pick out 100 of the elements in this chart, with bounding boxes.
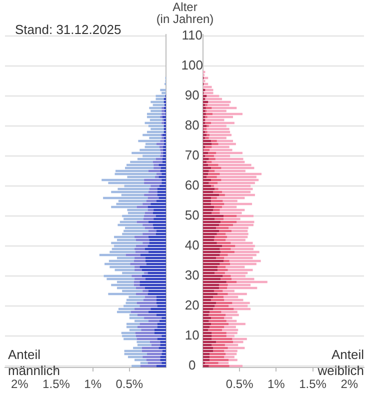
y-tick-label: 70: [184, 148, 200, 163]
bar: [211, 140, 217, 142]
bar: [203, 274, 223, 278]
bar: [206, 128, 230, 130]
bar: [208, 172, 220, 176]
bar: [162, 172, 166, 176]
bar: [148, 292, 166, 296]
bar: [150, 308, 166, 310]
bar: [144, 214, 156, 218]
bar: [220, 250, 234, 254]
bar: [203, 262, 220, 266]
y-tick-label: 40: [184, 238, 200, 253]
x-tick-label: 1%: [268, 377, 286, 392]
x-tick-label: 0.5%: [116, 377, 144, 392]
bar: [148, 206, 166, 208]
bar: [160, 148, 164, 152]
bar: [160, 154, 164, 158]
bar: [136, 340, 150, 344]
bar: [157, 322, 166, 326]
bar: [224, 202, 252, 206]
y-tick-label: 30: [184, 268, 200, 283]
y-tick-label: 10: [184, 328, 200, 343]
bar: [160, 140, 164, 142]
bar: [134, 268, 142, 272]
bar: [160, 358, 166, 362]
bar: [203, 142, 212, 146]
bar: [213, 346, 228, 350]
bar: [163, 154, 166, 158]
bar: [158, 346, 166, 350]
x-tick-label: 2%: [10, 377, 29, 392]
annotation: Stand: 31.12.2025: [15, 22, 122, 38]
bar: [205, 122, 212, 124]
y-tick-label: 0: [188, 358, 196, 373]
bar: [204, 76, 208, 80]
bar: [203, 364, 209, 368]
bar: [149, 238, 166, 242]
x-tick-label: 1.5%: [42, 377, 70, 392]
bar: [206, 106, 212, 110]
bar: [136, 286, 145, 290]
bar: [224, 356, 234, 358]
bar: [211, 166, 222, 170]
bar: [203, 170, 209, 172]
bar: [162, 178, 166, 182]
bar: [213, 190, 222, 194]
bar: [111, 284, 134, 286]
bar: [203, 248, 220, 250]
y-tick-label: 110: [182, 28, 203, 43]
bar: [226, 314, 239, 316]
bar: [203, 338, 212, 340]
bar: [218, 268, 228, 272]
bar: [148, 244, 166, 248]
bar: [126, 298, 144, 302]
bar: [132, 364, 140, 368]
bar: [149, 242, 166, 244]
bar: [215, 158, 244, 160]
bar: [158, 164, 166, 166]
bar: [211, 184, 214, 188]
bar: [216, 242, 231, 244]
x-tick-label: 1.5%: [299, 377, 327, 392]
bar: [137, 344, 152, 346]
y-tick-label: 50: [184, 208, 200, 223]
bar: [160, 356, 166, 358]
bar: [211, 200, 223, 202]
bar: [160, 344, 166, 346]
bar: [130, 160, 153, 164]
bar: [214, 188, 218, 190]
y-tick-label: 100: [181, 58, 204, 73]
bar: [162, 112, 166, 116]
bar: [162, 110, 165, 112]
bar: [160, 170, 166, 172]
bar: [213, 208, 220, 212]
bar: [148, 208, 154, 212]
bar: [162, 352, 166, 356]
bar: [157, 326, 166, 328]
bar: [205, 154, 214, 158]
bar: [203, 106, 206, 110]
x-axis-title: Anteil männlich: [8, 347, 60, 378]
bar: [219, 224, 234, 226]
bar: [158, 196, 166, 200]
bar: [216, 340, 234, 344]
bar: [203, 232, 217, 236]
bar: [146, 358, 160, 362]
x-axis-title: Anteil weiblich: [316, 347, 364, 378]
bar: [203, 344, 212, 346]
x-tick-label: 1%: [84, 377, 102, 392]
bar: [160, 88, 166, 92]
bar: [150, 202, 166, 206]
bar: [122, 334, 136, 338]
bar: [163, 148, 166, 152]
bar: [204, 128, 207, 130]
bar: [132, 152, 161, 154]
bar: [208, 328, 222, 332]
x-tick-label: 0.5%: [226, 377, 254, 392]
x-tick-label: 2%: [340, 377, 358, 392]
y-axis-title: Alter (in Jahren): [155, 0, 215, 26]
bar: [134, 248, 145, 250]
y-tick-label: 60: [184, 178, 200, 193]
bar: [163, 146, 166, 148]
bar: [203, 334, 212, 338]
bar: [204, 82, 208, 86]
